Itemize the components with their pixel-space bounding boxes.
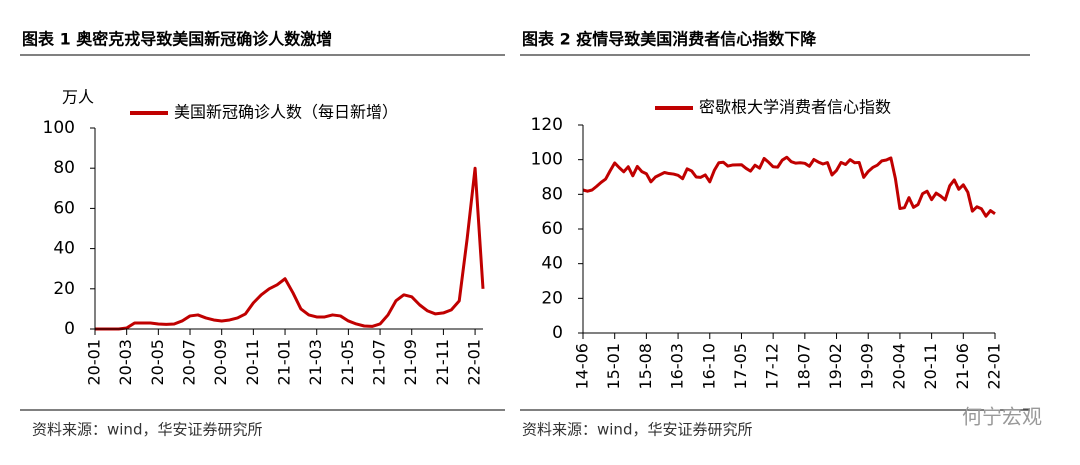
x-tick-label: 18-07 [794, 343, 813, 390]
x-tick-label: 21-03 [306, 339, 325, 386]
x-tick-label: 20-09 [211, 339, 230, 386]
x-tick-label: 21-07 [370, 339, 389, 386]
x-tick-label: 20-04 [889, 343, 908, 390]
y-tick-label: 80 [541, 184, 563, 204]
x-tick-label: 14-06 [573, 343, 592, 390]
x-tick-label: 20-05 [148, 339, 167, 386]
x-tick-label: 16-03 [668, 343, 687, 390]
x-tick-label: 17-05 [731, 343, 750, 390]
x-tick-label: 20-07 [180, 339, 199, 386]
x-tick-label: 20-03 [116, 339, 135, 386]
y-tick-label: 40 [53, 239, 75, 259]
data-line [582, 155, 996, 218]
legend-label: 密歇根大学消费者信心指数 [699, 98, 891, 117]
data-line [95, 166, 485, 331]
x-tick-label: 22-01 [465, 339, 484, 386]
x-tick-label: 17-12 [763, 343, 782, 390]
y-tick-label: 60 [541, 219, 563, 239]
x-tick-label: 21-05 [338, 339, 357, 386]
x-tick-label: 20-01 [85, 339, 104, 386]
y-tick-label: 100 [43, 118, 75, 138]
x-tick-label: 19-02 [826, 343, 845, 390]
source: 资料来源：wind，华安证券研究所 [522, 421, 752, 439]
x-tick-label: 19-09 [858, 343, 877, 390]
x-tick-label: 15-08 [636, 343, 655, 390]
x-tick-label: 21-09 [401, 339, 420, 386]
x-tick-label: 21-01 [275, 339, 294, 386]
x-tick-label: 20-11 [243, 339, 262, 386]
y-tick-label: 60 [53, 198, 75, 218]
y-tick-label: 80 [53, 158, 75, 178]
x-tick-label: 20-11 [921, 343, 940, 390]
y-tick-label: 0 [64, 319, 75, 339]
x-tick-label: 16-10 [699, 343, 718, 390]
x-tick-label: 21-06 [953, 343, 972, 390]
x-tick-label: 22-01 [985, 343, 1004, 390]
y-tick-label: 20 [53, 279, 75, 299]
y-tick-label: 0 [552, 323, 563, 343]
x-tick-label: 21-11 [433, 339, 452, 386]
x-tick-label: 15-01 [604, 343, 623, 390]
chart-title: 图表 2 疫情导致美国消费者信心指数下降 [522, 30, 817, 49]
chart-title: 图表 1 奥密克戎导致美国新冠确诊人数激增 [22, 30, 332, 49]
watermark: 何宁宏观 [962, 405, 1042, 429]
y-tick-label: 20 [541, 288, 563, 308]
legend-label: 美国新冠确诊人数（每日新增） [174, 103, 398, 122]
y-tick-label: 40 [541, 254, 563, 274]
y-tick-label: 100 [531, 150, 563, 170]
y-axis-label: 万人 [62, 88, 94, 107]
source: 资料来源：wind，华安证券研究所 [32, 421, 262, 439]
y-tick-label: 120 [531, 115, 563, 135]
